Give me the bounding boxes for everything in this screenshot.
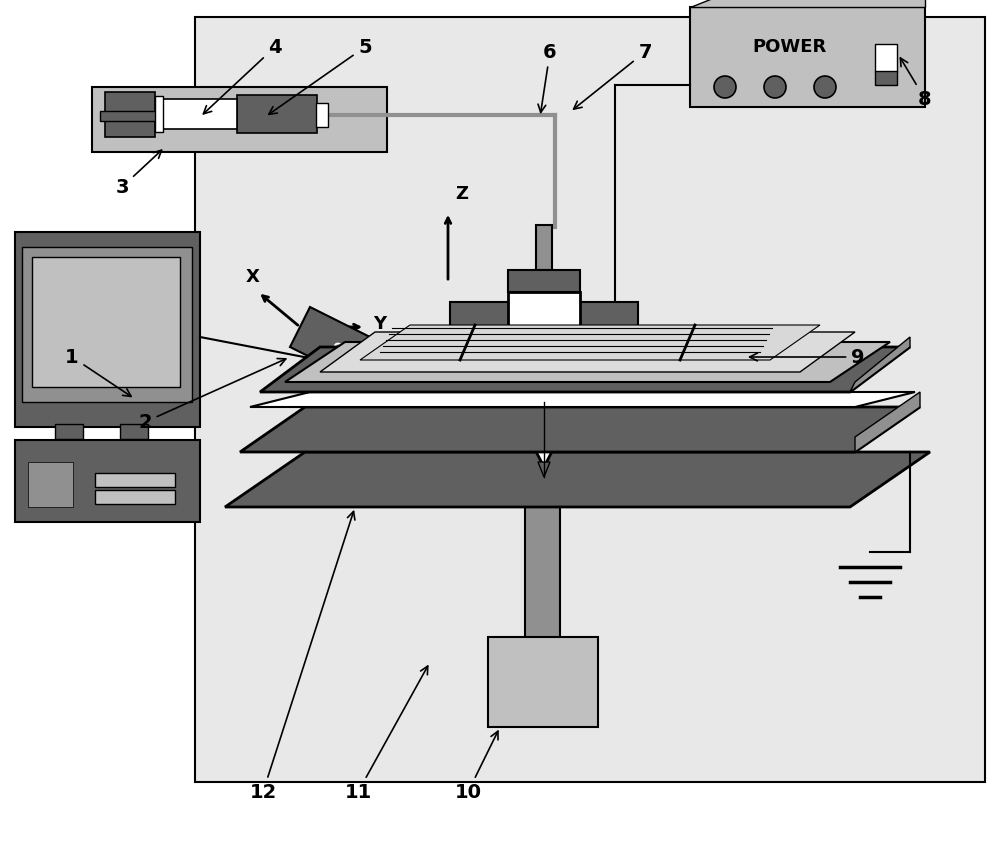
Bar (157, 99, 237, 129)
Polygon shape (250, 392, 915, 407)
Polygon shape (380, 350, 410, 397)
Bar (120, 424, 148, 439)
Circle shape (714, 76, 736, 98)
Bar (92, 87, 387, 152)
Polygon shape (260, 347, 910, 392)
Bar (105, 92, 155, 137)
Bar (536, 225, 552, 270)
Text: 3: 3 (115, 150, 162, 197)
Text: 11: 11 (344, 666, 428, 801)
Polygon shape (508, 397, 580, 467)
Text: 1: 1 (65, 347, 131, 396)
Bar (195, 17, 985, 782)
Polygon shape (320, 332, 855, 372)
Bar (488, 637, 598, 727)
Bar (316, 103, 328, 127)
Polygon shape (360, 325, 820, 360)
Bar (15, 232, 200, 427)
Bar (32, 257, 180, 387)
Circle shape (764, 76, 786, 98)
Bar (508, 270, 580, 292)
Text: 10: 10 (454, 731, 498, 801)
Text: 5: 5 (269, 37, 372, 114)
Text: 2: 2 (138, 358, 286, 431)
Bar (95, 473, 175, 487)
Bar (237, 95, 317, 133)
Bar (22, 247, 192, 402)
Text: 4: 4 (203, 37, 282, 113)
Bar (525, 502, 560, 642)
Bar (55, 424, 83, 439)
Circle shape (814, 76, 836, 98)
Polygon shape (290, 307, 400, 392)
Bar (680, 327, 745, 402)
Bar (875, 44, 897, 72)
Text: CCD: CCD (329, 340, 361, 364)
Bar (100, 111, 158, 121)
Text: 8: 8 (900, 58, 932, 108)
Polygon shape (285, 342, 890, 382)
Text: Z: Z (455, 185, 468, 203)
Bar (875, 71, 897, 85)
Bar (690, 7, 925, 107)
Text: X: X (246, 268, 260, 286)
Polygon shape (538, 462, 550, 477)
Polygon shape (855, 392, 920, 452)
Bar (95, 490, 175, 504)
Text: 9: 9 (750, 347, 865, 367)
Bar (28, 462, 73, 507)
Text: Y: Y (373, 315, 386, 333)
Bar (15, 440, 200, 522)
Polygon shape (225, 452, 930, 507)
Polygon shape (240, 407, 920, 452)
Polygon shape (600, 332, 680, 397)
Bar (508, 292, 580, 397)
Bar (578, 302, 638, 377)
Bar (450, 302, 510, 377)
Polygon shape (850, 337, 910, 392)
Text: POWER: POWER (753, 38, 827, 56)
Polygon shape (690, 0, 925, 7)
Text: 6: 6 (538, 42, 557, 113)
Text: 12: 12 (249, 512, 355, 801)
Bar (155, 96, 163, 132)
Text: 7: 7 (574, 42, 652, 109)
